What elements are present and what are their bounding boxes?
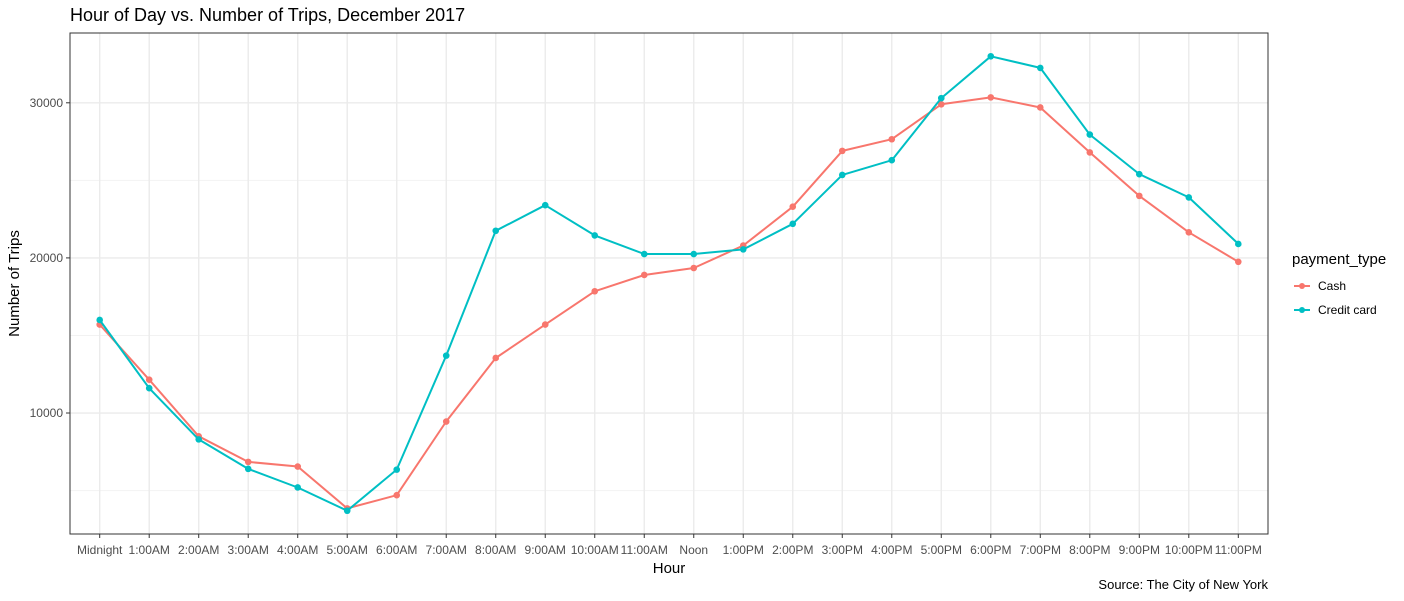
x-tick-label: 8:00PM: [1069, 543, 1110, 557]
x-tick-label: 2:00PM: [772, 543, 813, 557]
point-credit-card: [1135, 170, 1143, 178]
series-line-credit-card: [98, 55, 1239, 512]
x-tick-label: 5:00AM: [327, 543, 368, 557]
legend-key-credit-card: [1292, 300, 1312, 320]
series-line-cash: [98, 96, 1239, 510]
point-cash: [145, 376, 153, 383]
x-tick-label: 4:00AM: [277, 543, 318, 557]
x-tick-label: Noon: [679, 543, 708, 557]
point-cash: [1234, 258, 1242, 266]
x-tick-label: 9:00PM: [1119, 543, 1160, 557]
x-tick-label: 11:00PM: [1215, 543, 1262, 557]
legend-title: payment_type: [1292, 251, 1387, 268]
plot-panel-border: [69, 32, 1269, 535]
point-cash: [640, 271, 648, 279]
point-cash: [591, 287, 599, 295]
point-credit-card: [838, 171, 846, 179]
point-cash: [987, 94, 995, 101]
point-credit-card: [690, 250, 698, 258]
x-tick-label: Midnight: [77, 543, 123, 557]
x-tick-label: 11:00AM: [621, 543, 668, 557]
point-cash: [1135, 192, 1143, 200]
point-credit-card: [987, 52, 995, 60]
point-credit-card: [442, 352, 450, 359]
x-tick-label: 10:00AM: [571, 543, 619, 557]
point-credit-card: [343, 507, 351, 515]
x-tick-label: 9:00AM: [525, 543, 566, 557]
point-credit-card: [937, 94, 945, 102]
x-tick-label: 7:00AM: [426, 543, 467, 557]
legend-item-cash: Cash: [1292, 274, 1386, 298]
point-cash: [541, 321, 549, 328]
point-credit-card: [541, 201, 549, 209]
x-tick-label: 10:00PM: [1165, 543, 1213, 557]
point-cash: [838, 147, 846, 155]
point-credit-card: [739, 246, 747, 253]
point-credit-card: [492, 227, 500, 235]
x-tick-label: 6:00AM: [376, 543, 417, 557]
point-cash: [442, 418, 450, 425]
x-tick-label: 3:00AM: [228, 543, 269, 557]
point-credit-card: [591, 232, 599, 239]
point-credit-card: [294, 484, 302, 491]
x-tick-label: 8:00AM: [475, 543, 516, 557]
x-tick-label: 7:00PM: [1020, 543, 1061, 557]
y-tick-label: 20000: [30, 251, 64, 265]
point-credit-card: [1086, 131, 1094, 138]
point-cash: [690, 264, 698, 272]
point-credit-card: [1185, 194, 1193, 201]
x-tick-label: 6:00PM: [970, 543, 1011, 557]
point-cash: [937, 101, 945, 108]
point-credit-card: [1234, 240, 1242, 248]
y-axis-title: Number of Trips: [6, 230, 23, 337]
point-credit-card: [195, 436, 203, 443]
point-cash: [1185, 229, 1193, 236]
point-cash: [244, 458, 252, 466]
legend: payment_type Cash Credit card: [1292, 251, 1386, 322]
legend-item-credit-card: Credit card: [1292, 298, 1386, 322]
legend-label-credit-card: Credit card: [1318, 303, 1377, 317]
point-credit-card: [789, 220, 797, 228]
point-cash: [1036, 104, 1044, 111]
chart-title: Hour of Day vs. Number of Trips, Decembe…: [70, 5, 466, 25]
point-credit-card: [1036, 64, 1044, 72]
x-axis-title: Hour: [653, 560, 686, 577]
point-credit-card: [145, 384, 153, 392]
point-cash: [294, 463, 302, 470]
point-credit-card: [96, 316, 104, 324]
x-tick-label: 5:00PM: [921, 543, 962, 557]
x-tick-label: 3:00PM: [822, 543, 863, 557]
y-tick-label: 30000: [30, 96, 64, 110]
point-cash: [789, 203, 797, 211]
x-tick-label: 1:00PM: [723, 543, 764, 557]
x-tick-label: 2:00AM: [178, 543, 219, 557]
point-cash: [393, 491, 401, 499]
point-credit-card: [888, 156, 896, 164]
y-tick-label: 10000: [30, 406, 64, 420]
point-cash: [888, 135, 896, 143]
point-cash: [492, 354, 500, 362]
x-tick-label: 4:00PM: [871, 543, 912, 557]
point-credit-card: [244, 465, 252, 473]
point-cash: [1086, 149, 1094, 156]
x-tick-label: 1:00AM: [129, 543, 170, 557]
source-caption: Source: The City of New York: [1098, 577, 1268, 592]
point-credit-card: [640, 250, 648, 258]
legend-label-cash: Cash: [1318, 279, 1347, 293]
point-credit-card: [393, 466, 401, 473]
legend-key-cash: [1292, 276, 1312, 296]
